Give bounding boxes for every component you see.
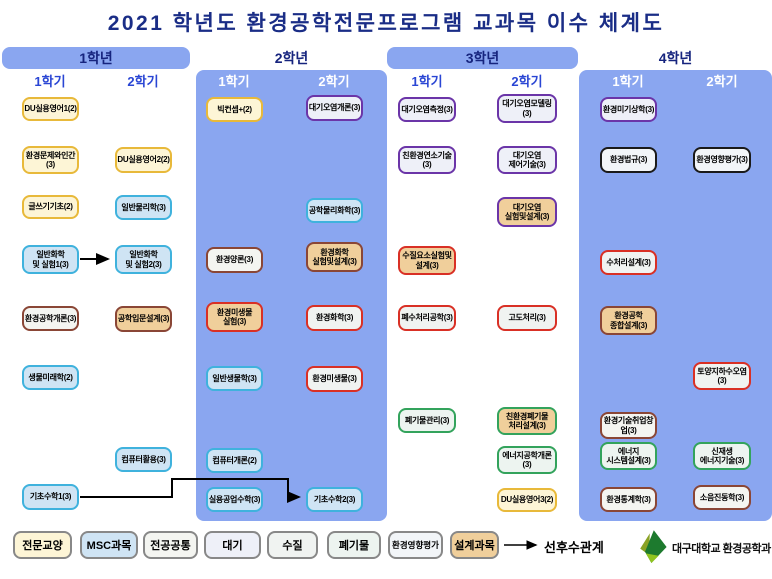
semester-label-y2s1: 1학기 bbox=[218, 74, 250, 89]
course-box: 소음진동학(3) bbox=[693, 485, 751, 510]
course-box: 수질요소실험및 설계(3) bbox=[398, 246, 456, 275]
legend-item: MSC과목 bbox=[80, 531, 138, 559]
course-box: 환경미생물(3) bbox=[306, 366, 363, 392]
course-box: 환경양론(3) bbox=[206, 247, 263, 273]
course-box: 일반물리학(3) bbox=[115, 195, 172, 220]
legend-item: 폐기물 bbox=[327, 531, 381, 559]
legend-item: 수질 bbox=[267, 531, 318, 559]
course-box: 환경화학(3) bbox=[306, 305, 363, 331]
course-box: 토양지하수오염 (3) bbox=[693, 362, 751, 390]
course-box: 에너지공학개론 (3) bbox=[497, 446, 557, 474]
department-name: 대구대학교 환경공학과 bbox=[672, 543, 771, 555]
legend-item: 전공공통 bbox=[143, 531, 198, 559]
course-box: 환경미기상학(3) bbox=[600, 97, 657, 122]
prerequisite-relation-label: 선후수관계 bbox=[544, 540, 604, 555]
course-box: 환경문제와인간 (3) bbox=[22, 146, 79, 174]
semester-label-y3s2: 2학기 bbox=[511, 74, 543, 89]
course-box: 환경통계학(3) bbox=[600, 487, 657, 512]
course-box: 환경공학 종합설계(3) bbox=[600, 306, 657, 335]
legend-item: 환경영향평가 bbox=[388, 531, 443, 559]
course-box: DU실용영어3(2) bbox=[497, 488, 557, 512]
course-box: 공학물리화학(3) bbox=[306, 198, 363, 223]
semester-label-y1s1: 1학기 bbox=[34, 74, 66, 89]
course-box: 고도처리(3) bbox=[497, 305, 557, 331]
year-header-3: 3학년 bbox=[387, 47, 578, 69]
semester-label-y1s2: 2학기 bbox=[127, 74, 159, 89]
course-box: 대기오염 실험및설계(3) bbox=[497, 197, 557, 227]
year-header-2: 2학년 bbox=[274, 50, 309, 66]
course-box: 기초수학1(3) bbox=[22, 484, 79, 510]
course-box: 실용공업수학(3) bbox=[206, 487, 263, 512]
course-box: 빅컨셉+(2) bbox=[206, 97, 263, 122]
course-box: 환경화학 실험및설계(3) bbox=[306, 242, 363, 272]
course-box: DU실용영어1(2) bbox=[22, 97, 79, 121]
course-box: 에너지 시스템설계(3) bbox=[600, 442, 657, 470]
course-box: 일반화학 및 실험2(3) bbox=[115, 245, 172, 274]
legend-item: 대기 bbox=[204, 531, 261, 559]
course-box: 친환경폐기물 처리설계(3) bbox=[497, 407, 557, 435]
year2-column-panel bbox=[196, 70, 387, 521]
course-box: 대기오염 제어기술(3) bbox=[497, 146, 557, 174]
course-box: 컴퓨터개론(2) bbox=[206, 448, 263, 473]
course-box: 공학입문설계(3) bbox=[115, 306, 172, 332]
course-box: 대기오염모델링 (3) bbox=[497, 94, 557, 123]
course-box: 일반생물학(3) bbox=[206, 366, 263, 391]
course-box: 환경법규(3) bbox=[600, 147, 657, 173]
course-box: 대기오염개론(3) bbox=[306, 95, 363, 121]
semester-label-y4s1: 1학기 bbox=[612, 74, 644, 89]
year-header-1: 1학년 bbox=[2, 47, 190, 69]
course-box: 환경공학개론(3) bbox=[22, 306, 79, 331]
course-box: 환경기술취업창 업(3) bbox=[600, 412, 657, 439]
page-title: 2021 학년도 환경공학전문프로그램 교과목 이수 체계도 bbox=[107, 12, 665, 35]
legend-item: 설계과목 bbox=[450, 531, 499, 559]
year-header-4: 4학년 bbox=[658, 50, 693, 66]
semester-label-y2s2: 2학기 bbox=[318, 74, 350, 89]
course-box: 컴퓨터활용(3) bbox=[115, 447, 172, 472]
course-box: 글쓰기기초(2) bbox=[22, 195, 79, 219]
course-box: 환경미생물 실험(3) bbox=[206, 302, 263, 332]
course-box: 대기오염측정(3) bbox=[398, 97, 456, 122]
semester-label-y3s1: 1학기 bbox=[411, 74, 443, 89]
course-box: 일반화학 및 실험1(3) bbox=[22, 245, 79, 274]
semester-label-y4s2: 2학기 bbox=[706, 74, 738, 89]
course-box: 친환경연소기술 (3) bbox=[398, 146, 456, 174]
course-box: 생물미래학(2) bbox=[22, 365, 79, 390]
course-box: 신재생 에너지기술(3) bbox=[693, 442, 751, 470]
course-box: 폐기물관리(3) bbox=[398, 408, 456, 433]
course-box: 기초수학2(3) bbox=[306, 487, 363, 512]
university-logo-icon bbox=[640, 530, 667, 563]
course-box: 환경영향평가(3) bbox=[693, 147, 751, 173]
course-box: 수처리설계(3) bbox=[600, 250, 657, 275]
course-box: 폐수처리공학(3) bbox=[398, 305, 456, 331]
legend-item: 전문교양 bbox=[13, 531, 72, 559]
course-box: DU실용영어2(2) bbox=[115, 147, 172, 173]
